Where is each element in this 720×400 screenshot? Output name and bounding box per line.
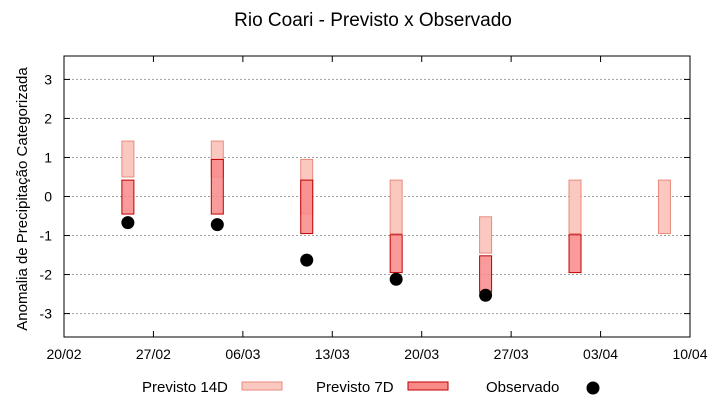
x-tick-label: 27/02: [136, 346, 171, 362]
bar-previsto-7d: [389, 234, 403, 274]
bar-previsto-7d: [300, 179, 314, 235]
bar-previsto-7d: [210, 158, 224, 215]
point-observado: [210, 218, 224, 232]
y-tick-label: 1: [44, 149, 52, 165]
y-tick-label: 0: [44, 189, 52, 205]
x-axis: 20/02 27/02 06/03 13/03 20/03 27/03 03/04 10/04: [46, 56, 708, 362]
bar-previsto-14d: [121, 140, 135, 178]
bar-previsto-7d: [121, 179, 135, 215]
legend-swatch-previsto-7d: [407, 381, 449, 391]
gridlines: [64, 78, 690, 315]
legend-marker-observado: [586, 381, 600, 395]
bar-previsto-14d: [479, 216, 493, 254]
x-tick-label: 20/03: [404, 346, 439, 362]
bar-previsto-14d: [568, 179, 582, 235]
x-tick-label: 06/03: [225, 346, 260, 362]
legend-label-previsto-14d: Previsto 14D: [142, 379, 228, 396]
legend-label-observado: Observado: [486, 379, 559, 396]
point-observado: [479, 288, 493, 302]
x-tick-label: 03/04: [583, 346, 618, 362]
series-previsto-7d: [121, 158, 582, 293]
y-tick-label: -3: [40, 306, 53, 322]
x-tick-label: 20/02: [46, 346, 81, 362]
point-observado: [121, 216, 135, 230]
legend: Previsto 14D Previsto 7D Observado: [142, 379, 600, 396]
y-tick-label: 2: [44, 110, 52, 126]
x-tick-label: 10/04: [672, 346, 707, 362]
point-observado: [300, 253, 314, 267]
series-observado: [121, 216, 493, 302]
bar-previsto-7d: [568, 234, 582, 274]
point-observado: [389, 272, 403, 286]
x-tick-label: 27/03: [494, 346, 529, 362]
bar-previsto-7d: [479, 255, 493, 293]
chart-title: Rio Coari - Previsto x Observado: [234, 10, 512, 31]
y-tick-label: -2: [40, 267, 53, 283]
y-axis-label: Anomalia de Precipitação Categorizada: [14, 67, 31, 331]
y-axis: -3 -2 -1 0 1 2 3: [40, 71, 690, 322]
y-tick-label: -1: [40, 228, 53, 244]
x-tick-label: 13/03: [315, 346, 350, 362]
bar-previsto-14d: [389, 179, 403, 235]
legend-label-previsto-7d: Previsto 7D: [316, 379, 394, 396]
legend-swatch-previsto-14d: [241, 381, 283, 391]
bar-previsto-14d: [657, 179, 671, 235]
y-tick-label: 3: [44, 71, 52, 87]
